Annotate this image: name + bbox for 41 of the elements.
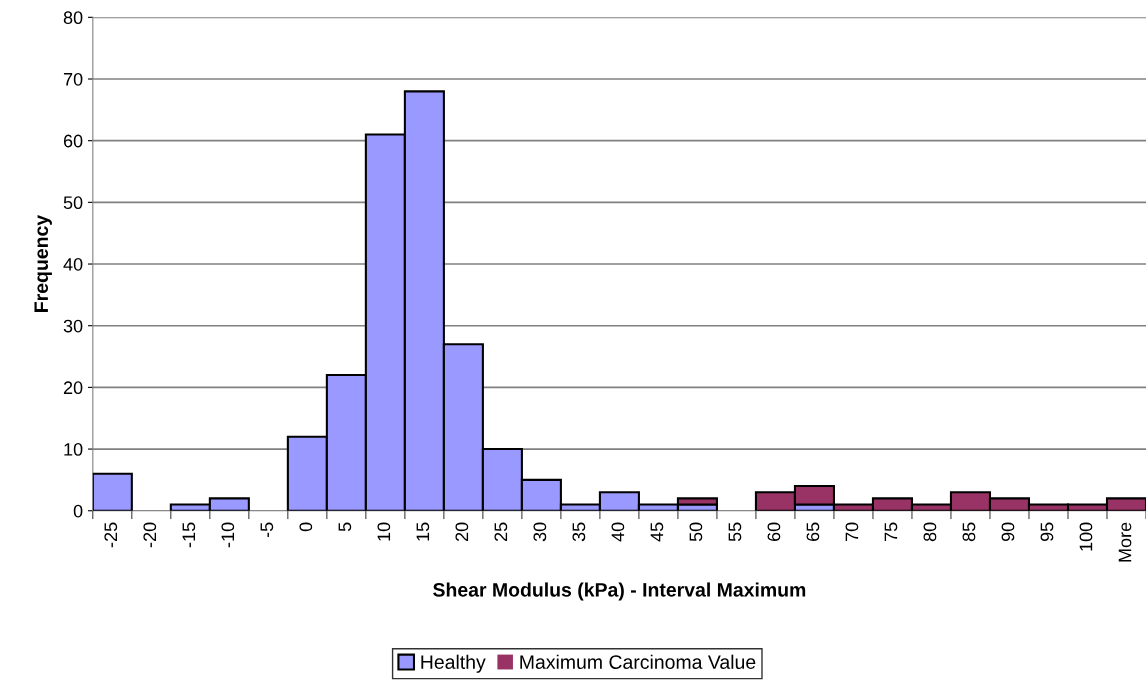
x-tick-label: 70 (845, 522, 859, 542)
y-tick-label: 0 (73, 504, 83, 518)
y-tick-label: 50 (63, 196, 83, 210)
x-tick-label: 15 (416, 522, 430, 541)
x-tick-label: 100 (1079, 522, 1093, 551)
y-tick-label: 70 (63, 72, 83, 86)
x-tick-label: 65 (806, 522, 820, 542)
legend-label: Healthy (421, 654, 486, 673)
legend-label: Maximum Carcinoma Value (520, 654, 756, 669)
x-tick-label: 50 (689, 522, 703, 542)
y-axis-title: Frequency (34, 214, 52, 312)
x-tick-label: 95 (1040, 522, 1054, 542)
x-tick-label: 55 (728, 522, 742, 542)
x-tick-label: -5 (260, 522, 274, 538)
x-tick-label: 35 (572, 522, 586, 542)
x-tick-label: 40 (611, 522, 625, 542)
x-tick-label: 30 (533, 522, 547, 542)
x-tick-label: 60 (767, 522, 781, 542)
y-tick-label: 20 (63, 381, 83, 395)
x-tick-label: 5 (338, 522, 352, 532)
x-axis-title: Shear Modulus (kPa) - Interval Maximum (433, 582, 806, 601)
x-tick-label: -20 (143, 522, 157, 548)
x-tick-label: 25 (494, 522, 508, 542)
x-tick-label: 0 (299, 522, 313, 532)
x-tick-label: 45 (650, 522, 664, 542)
x-tick-label: 10 (377, 522, 391, 541)
x-tick-label: 75 (884, 522, 898, 542)
x-tick-label: -15 (182, 522, 196, 548)
x-tick-label: -10 (221, 522, 235, 548)
x-tick-label: 85 (962, 522, 976, 542)
x-tick-label: 80 (923, 522, 937, 542)
y-tick-label: 40 (63, 257, 83, 271)
x-tick-label: 20 (455, 522, 469, 542)
y-tick-label: 30 (63, 319, 83, 333)
y-tick-label: 60 (63, 134, 83, 148)
x-tick-label: More (1118, 522, 1132, 562)
y-tick-label: 80 (63, 11, 83, 25)
x-tick-label: -25 (104, 522, 118, 548)
x-tick-label: 90 (1001, 522, 1015, 542)
bar (92, 472, 133, 511)
y-tick-label: 10 (64, 443, 83, 456)
